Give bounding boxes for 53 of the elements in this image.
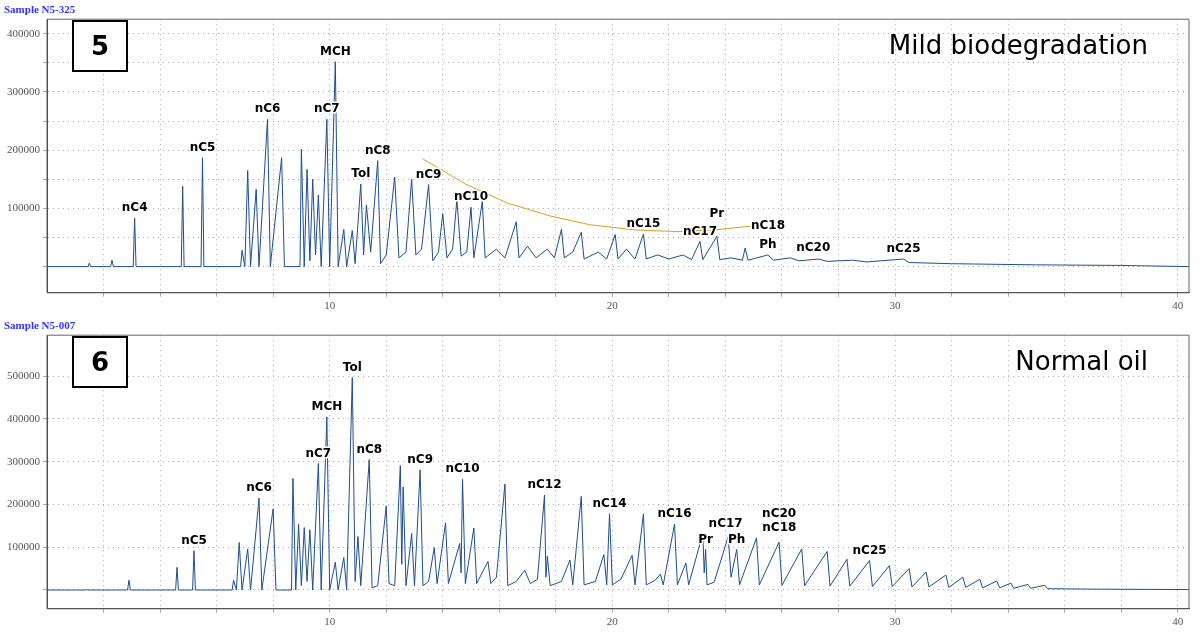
annotation: 5 [72,20,128,72]
annotation: nC18 [751,218,786,233]
annotation: nC10 [445,461,480,476]
annotation: nC8 [364,142,391,157]
annotation: MCH [319,43,351,58]
annotation: nC7 [313,101,340,116]
annotation: nC5 [189,139,216,154]
annotation: nC6 [246,480,272,495]
annotation: nC9 [407,451,433,466]
annotation: nC17 [708,515,743,530]
y-tick-label: 100000 [7,540,41,553]
annotation: nC5 [181,532,207,547]
annotation: nC18 [762,519,797,534]
y-tick-label: 300000 [7,454,41,467]
x-tick-label: 40 [1172,615,1184,628]
annotation: Mild biodegradation [888,30,1148,60]
annotation: Tol [342,359,362,374]
annotation: nC12 [527,477,562,492]
y-tick-label: 400000 [7,26,41,39]
annotation: nC20 [796,240,831,254]
chart-title: Sample N5-007 [4,319,76,332]
y-tick-label: 500000 [7,369,41,382]
chart-title: Sample N5-325 [4,3,76,16]
x-tick-label: 30 [889,615,902,628]
annotation: nC8 [356,441,383,456]
annotation: Ph [759,237,777,252]
x-tick-label: 20 [606,615,619,628]
annotation: Ph [728,531,746,546]
annotation: Pr [709,206,725,221]
x-tick-label: 10 [324,299,336,312]
annotation: nC15 [626,216,661,231]
y-tick-label: 200000 [7,143,41,156]
annotation: nC20 [762,506,797,521]
annotation: Normal oil [1015,346,1148,376]
annotation: nC4 [121,200,148,215]
annotation: nC9 [415,166,442,181]
annotation: nC25 [886,241,921,256]
annotation: 6 [72,336,128,388]
annotation: nC16 [657,506,692,521]
annotation: nC14 [592,496,627,511]
annotation: Tol [351,166,371,181]
y-tick-label: 100000 [7,201,41,214]
y-tick-label: 200000 [7,497,41,510]
y-tick-label: 400000 [7,411,41,424]
x-tick-label: 30 [889,299,902,312]
y-tick-label: 300000 [7,84,41,97]
x-tick-label: 40 [1172,299,1184,312]
x-tick-label: 10 [324,615,336,628]
annotation: MCH [311,398,343,413]
annotation: nC25 [852,542,887,557]
annotation: nC6 [254,101,281,116]
annotation: nC10 [453,189,489,204]
x-tick-label: 20 [606,299,619,312]
